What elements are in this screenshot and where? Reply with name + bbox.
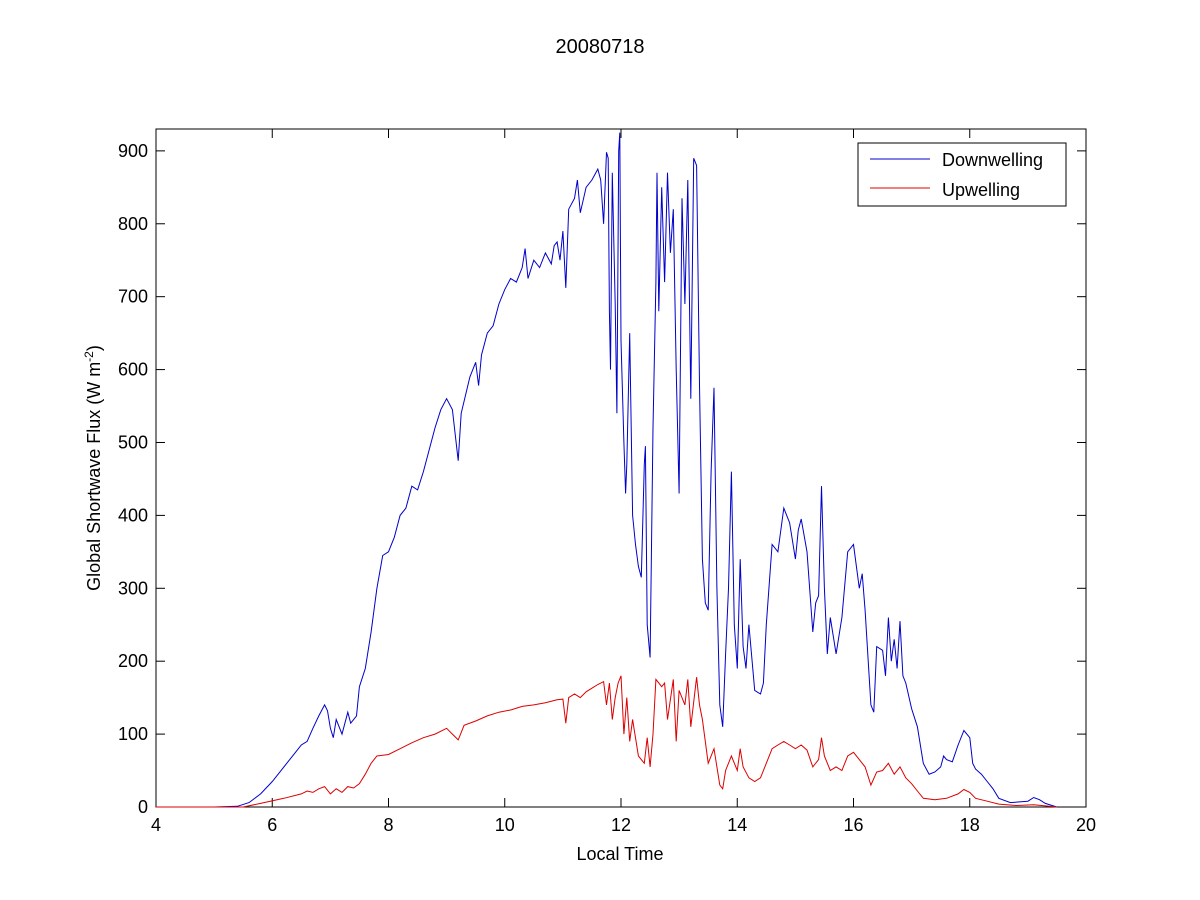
legend-box xyxy=(857,142,1067,207)
legend-label-downwelling: Downwelling xyxy=(942,150,1043,170)
downwelling-line xyxy=(156,132,1058,808)
x-tick-label: 12 xyxy=(611,815,631,835)
y-tick-label: 700 xyxy=(118,287,148,307)
y-axis-label-text: Global Shortwave Flux (W m xyxy=(84,362,104,591)
y-tick-label: 800 xyxy=(118,214,148,234)
y-axis-label: Global Shortwave Flux (W m-2) xyxy=(82,345,104,591)
y-tick-label: 0 xyxy=(138,797,148,817)
x-tick-label: 18 xyxy=(960,815,980,835)
series-layer xyxy=(156,132,1058,808)
x-tick-label: 20 xyxy=(1076,815,1096,835)
y-tick-label: 100 xyxy=(118,724,148,744)
x-tick-label: 4 xyxy=(151,815,161,835)
x-tick-label: 6 xyxy=(267,815,277,835)
legend-label-upwelling: Upwelling xyxy=(942,180,1020,200)
upwelling-line xyxy=(156,675,1057,808)
legend: Downwelling Upwelling xyxy=(857,142,1067,207)
y-axis-label-superscript: -2 xyxy=(82,351,96,362)
y-tick-label: 300 xyxy=(118,578,148,598)
x-tick-label: 16 xyxy=(843,815,863,835)
plot-area xyxy=(155,128,1087,808)
y-tick-label: 600 xyxy=(118,360,148,380)
y-tick-label: 400 xyxy=(118,505,148,525)
x-tick-label: 14 xyxy=(727,815,747,835)
y-axis-label-suffix: ) xyxy=(84,345,104,351)
x-axis-label: Local Time xyxy=(576,844,663,864)
y-tick-label: 200 xyxy=(118,651,148,671)
y-tick-label: 500 xyxy=(118,432,148,452)
y-tick-label: 900 xyxy=(118,141,148,161)
x-tick-label: 8 xyxy=(383,815,393,835)
axes: 4 6 8 10 12 14 16 18 200100200300400500600700800… xyxy=(118,129,1096,835)
x-tick-label: 10 xyxy=(495,815,515,835)
chart-title: 20080718 xyxy=(556,36,645,58)
